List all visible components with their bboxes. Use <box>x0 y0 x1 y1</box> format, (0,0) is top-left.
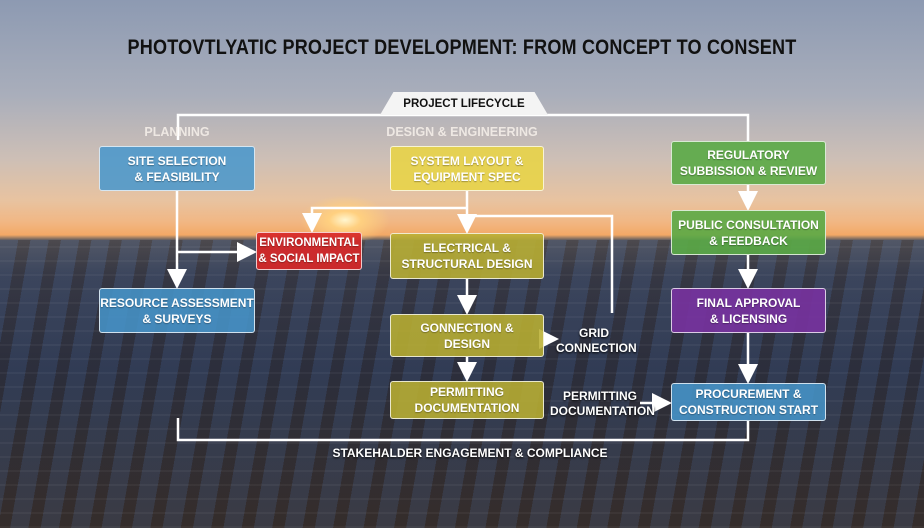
box-resource-assessment: RESOURCE ASSESSMENT & SURVEYS <box>99 288 255 333</box>
box-final-approval: FINAL APPROVAL & LICENSING <box>671 288 826 333</box>
box-public-consultation: PUBLIC CONSULTATION & FEEDBACK <box>671 210 826 255</box>
project-lifecycle-tag: PROJECT LIFECYCLE <box>380 92 548 115</box>
box-electrical: ELECTRICAL & STRUCTURAL DESIGN <box>390 233 544 279</box>
box-regulatory: REGULATORY SUBBISSION & REVIEW <box>671 141 826 185</box>
section-design: DESIGN & ENGINEERING <box>386 125 538 139</box>
box-environmental: ENVIRONMENTAL & SOCIAL IMPACT <box>256 232 362 270</box>
note-grid-connection: GRID CONNECTION <box>556 326 637 355</box>
arrow-layout-to-env <box>302 206 467 233</box>
note-permitting: PERMITTING DOCUMENTATION <box>550 389 655 418</box>
footer-label: STAKEHALDER ENGAGEMENT & COMPLIANCE <box>332 446 608 460</box>
box-permitting: PERMITTING DOCUMENTATION <box>390 381 544 419</box>
box-site-selection: SITE SELECTION & FEASIBILITY <box>99 146 255 191</box>
bottom-bracket <box>176 418 750 442</box>
lifecycle-bracket <box>176 113 750 141</box>
box-procurement: PROCUREMENT & CONSTRUCTION START <box>671 383 826 421</box>
page-title: PHOTOVTLYATIC PROJECT DEVELOPMENT: FROM … <box>127 36 797 59</box>
line-layout-to-grid <box>467 214 614 313</box>
box-connection: GONNECTION & DESIGN <box>390 314 544 357</box>
box-system-layout: SYSTEM LAYOUT & EQUIPMENT SPEC <box>390 146 544 191</box>
section-planning: PLANNING <box>144 125 210 139</box>
